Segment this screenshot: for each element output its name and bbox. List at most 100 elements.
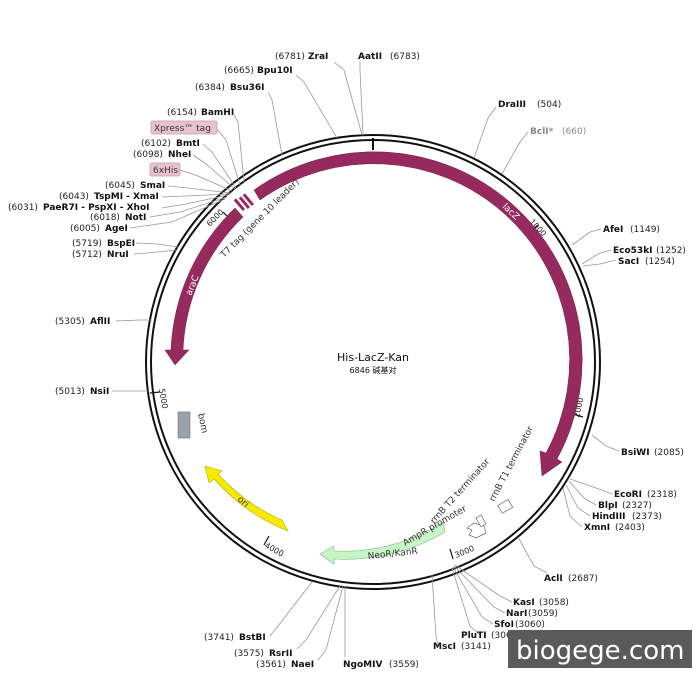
site-pos: (5013) xyxy=(55,387,85,397)
leader-draiii xyxy=(473,106,497,159)
site-labels: (6781) ZraI AatII (6783) (6665) Bpu10I (… xyxy=(8,52,686,670)
site-name[interactable]: NheI xyxy=(168,150,191,160)
site-name[interactable]: BspEI xyxy=(107,239,135,249)
site-pos: (5305) xyxy=(55,317,85,327)
leader-kasi xyxy=(454,564,513,603)
leader-saci xyxy=(582,259,617,267)
site-pos: (504) xyxy=(537,100,561,110)
site-name[interactable]: BstBI xyxy=(239,633,266,643)
site-name[interactable]: AatII xyxy=(358,52,382,62)
leader-ecori xyxy=(569,478,613,495)
site-name[interactable]: BclI* xyxy=(530,127,554,137)
leader-acli xyxy=(517,536,548,574)
site-name[interactable]: SfoI xyxy=(494,620,514,630)
leader-bsu36i xyxy=(267,91,283,156)
site-pos: (2687) xyxy=(568,574,598,584)
site-name[interactable]: KasI xyxy=(513,598,535,608)
site-name[interactable]: AclI xyxy=(544,574,563,584)
bom-box[interactable] xyxy=(177,411,191,439)
tick-label-3000: 3000 xyxy=(453,544,475,560)
site-name[interactable]: BamHI xyxy=(201,108,234,118)
leader-bpu10i xyxy=(295,74,338,139)
site-pos: (3741) xyxy=(204,633,234,643)
site-pos: (6098) xyxy=(133,150,163,160)
site-name[interactable]: SacI xyxy=(618,257,639,267)
leader-afei xyxy=(571,228,602,246)
leader-naei xyxy=(317,585,344,661)
site-name[interactable]: DraIII xyxy=(498,100,526,110)
site-name[interactable]: NotI xyxy=(125,213,146,223)
site-pos: (6102) xyxy=(141,139,171,149)
site-pos: (1254) xyxy=(645,257,675,267)
tick-3000 xyxy=(449,548,454,560)
leader-bsiwi xyxy=(591,434,620,452)
site-pos: (6154) xyxy=(167,108,197,118)
site-name[interactable]: AflII xyxy=(90,317,110,327)
xpress-tag-label: Xpress™ tag xyxy=(154,124,211,134)
site-name[interactable]: Eco53kI xyxy=(613,246,653,256)
site-pos: (660) xyxy=(562,127,586,137)
leader-msci xyxy=(431,574,439,647)
mcs-marker xyxy=(233,198,246,212)
his-tag-box[interactable] xyxy=(149,162,181,177)
site-name[interactable]: XmnI xyxy=(584,523,610,533)
site-name[interactable]: NgoMIV xyxy=(343,660,382,670)
site-name[interactable]: NruI xyxy=(107,250,129,260)
site-name[interactable]: Bpu10I xyxy=(257,66,293,76)
site-pos: (3141) xyxy=(461,642,491,652)
site-pos: (6045) xyxy=(105,181,135,191)
arac-arrow[interactable] xyxy=(164,207,244,366)
site-pos: (3059) xyxy=(528,609,558,619)
site-name[interactable]: ZraI xyxy=(308,52,328,62)
site-pos: (6781) xyxy=(275,52,305,62)
site-name[interactable]: SmaI xyxy=(140,181,165,191)
leader-nrui xyxy=(133,249,177,255)
plasmid-name: His-LacZ-Kan xyxy=(337,351,409,364)
site-pos: (2318) xyxy=(647,490,677,500)
site-name[interactable]: PaeR7I - PspXI - XhoI xyxy=(43,203,149,213)
rrnb-t1-box[interactable] xyxy=(497,499,514,514)
site-name[interactable]: NarI xyxy=(506,609,527,619)
plasmid-size: 6846 碱基对 xyxy=(350,365,397,375)
site-name[interactable]: BlpI xyxy=(598,501,618,511)
lacz-arrow[interactable] xyxy=(253,151,583,477)
site-name[interactable]: BmtI xyxy=(176,139,200,149)
site-name[interactable]: BsiWI xyxy=(621,448,650,458)
site-name[interactable]: Bsu36I xyxy=(230,83,265,93)
leader-xpress xyxy=(215,127,241,186)
site-leaders xyxy=(112,61,620,661)
site-name[interactable]: NsiI xyxy=(90,387,109,397)
watermark-box xyxy=(508,630,692,668)
site-name[interactable]: NaeI xyxy=(291,660,314,670)
site-name[interactable]: AfeI xyxy=(603,225,623,235)
leader-nhei xyxy=(192,154,236,190)
site-pos: (6043) xyxy=(59,192,89,202)
site-pos: (1252) xyxy=(656,246,686,256)
tick-4000 xyxy=(263,535,270,546)
leader-rsrii xyxy=(296,585,341,650)
site-name[interactable]: PluTI xyxy=(461,631,487,641)
leader-zrai xyxy=(333,61,363,136)
site-name[interactable]: EcoRI xyxy=(614,490,642,500)
site-pos: (1149) xyxy=(630,225,660,235)
site-pos: (2085) xyxy=(654,448,684,458)
site-pos: (5719) xyxy=(72,239,102,249)
leader-xhoi xyxy=(161,194,229,209)
neo-arrow[interactable] xyxy=(319,521,446,565)
leader-bcli xyxy=(501,131,529,175)
ampr-promoter-label: AmpR promoter xyxy=(402,504,469,549)
site-pos: (2327) xyxy=(622,501,652,511)
site-name[interactable]: MscI xyxy=(433,642,456,652)
site-name[interactable]: RsrII xyxy=(269,649,292,659)
xpress-tag-box[interactable] xyxy=(150,120,218,135)
ori-arrow[interactable] xyxy=(204,465,289,532)
site-name[interactable]: AgeI xyxy=(105,224,128,234)
leader-nari xyxy=(453,565,506,614)
rrnb-t2-box[interactable] xyxy=(475,514,487,528)
site-name[interactable]: HindIII xyxy=(592,512,626,522)
mcs-markers xyxy=(233,193,255,212)
site-name[interactable]: TspMI - XmaI xyxy=(94,192,159,202)
site-pos: (3062) xyxy=(491,631,521,641)
leader-sfoi xyxy=(452,566,494,625)
leader-smai xyxy=(167,185,231,194)
